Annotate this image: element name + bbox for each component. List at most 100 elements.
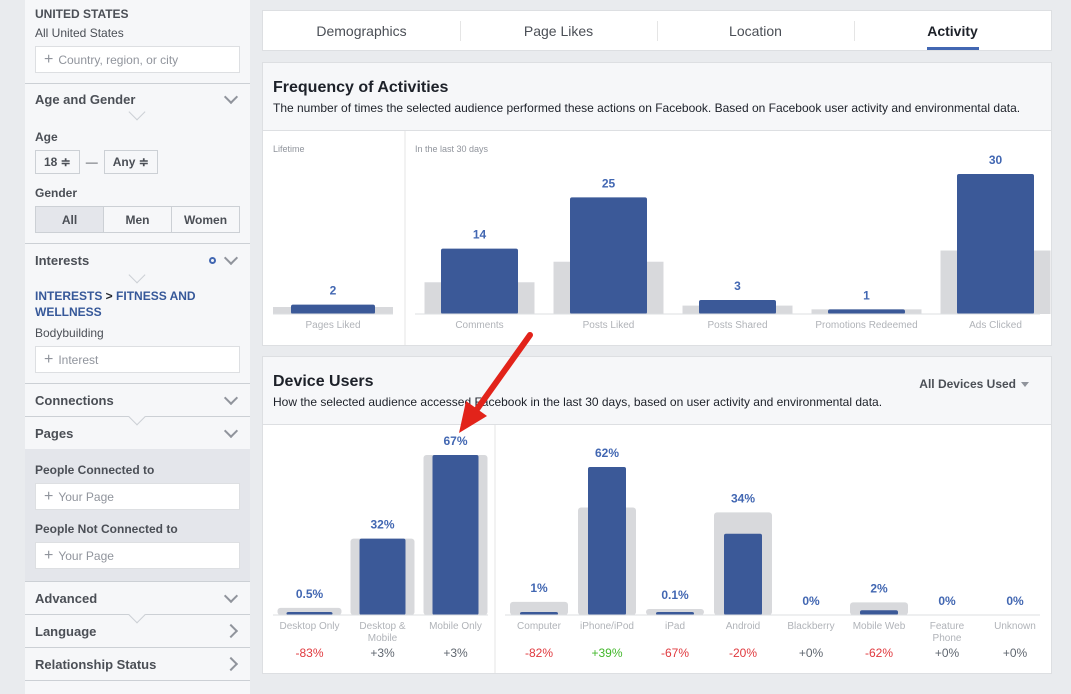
interest-item: Bodybuilding bbox=[35, 326, 104, 340]
value-bar bbox=[291, 304, 375, 314]
chevron-down-icon bbox=[223, 390, 239, 405]
age-label: Age bbox=[35, 130, 58, 144]
frequency-description: The number of times the selected audienc… bbox=[273, 101, 1021, 115]
chevron-down-icon bbox=[223, 423, 239, 438]
diff-label: -83% bbox=[295, 646, 323, 660]
age-gender-header[interactable]: Age and Gender bbox=[25, 84, 250, 114]
people-connected-label: People Connected to bbox=[35, 463, 155, 477]
info-dot-icon[interactable] bbox=[209, 256, 216, 264]
category-label: Phone bbox=[933, 633, 962, 644]
interests-section: Interests INTERESTS > FITNESS AND WELLNE… bbox=[25, 244, 250, 384]
age-min-select[interactable]: 18 ≑ bbox=[35, 150, 80, 174]
baseline-bar bbox=[510, 601, 568, 615]
diff-label: -67% bbox=[661, 646, 689, 660]
value-label: 30 bbox=[989, 153, 1003, 167]
gender-men-button[interactable]: Men bbox=[104, 207, 172, 232]
gender-women-button[interactable]: Women bbox=[172, 207, 239, 232]
caret-down-icon bbox=[1021, 382, 1029, 388]
value-label: 25 bbox=[602, 176, 616, 190]
value-label: 0% bbox=[802, 594, 820, 608]
value-bar bbox=[432, 455, 479, 615]
category-label: Desktop Only bbox=[279, 621, 339, 632]
location-country: UNITED STATES bbox=[35, 7, 129, 21]
diff-label: -82% bbox=[525, 646, 553, 660]
value-label: 62% bbox=[595, 446, 619, 460]
tab-location[interactable]: Location bbox=[657, 11, 854, 50]
category-label: Posts Liked bbox=[583, 320, 635, 331]
frequency-title: Frequency of Activities bbox=[273, 79, 449, 96]
language-header[interactable]: Language bbox=[25, 615, 250, 647]
value-bar bbox=[520, 612, 558, 615]
value-bar bbox=[570, 197, 647, 314]
category-label: Pages Liked bbox=[305, 320, 360, 331]
interest-path[interactable]: INTERESTS > FITNESS AND WELLNESS bbox=[35, 289, 196, 319]
category-label: Feature bbox=[930, 621, 965, 632]
diff-label: +0% bbox=[935, 646, 960, 660]
not-connected-page-input[interactable]: + Your Page bbox=[35, 542, 240, 569]
category-label: Mobile Web bbox=[853, 621, 906, 632]
value-label: 0.5% bbox=[296, 587, 324, 601]
diff-label: +3% bbox=[370, 646, 395, 660]
advanced-header[interactable]: Advanced bbox=[25, 582, 250, 614]
plus-icon: + bbox=[44, 546, 54, 564]
gender-toggle: All Men Women bbox=[35, 206, 240, 233]
insights-tabs: Demographics Page Likes Location Activit… bbox=[262, 10, 1052, 51]
category-label: Unknown bbox=[994, 621, 1036, 632]
category-label: iPad bbox=[665, 621, 685, 632]
value-bar bbox=[860, 610, 898, 615]
category-label: Posts Shared bbox=[707, 320, 767, 331]
value-label: 14 bbox=[473, 228, 487, 242]
device-chart: 0.5% Desktop Only -83% 32% Desktop &Mobile +3… bbox=[273, 425, 1040, 673]
diff-label: +0% bbox=[799, 646, 824, 660]
gender-label: Gender bbox=[35, 186, 78, 200]
tab-demographics[interactable]: Demographics bbox=[316, 22, 407, 39]
gender-all-button[interactable]: All bbox=[36, 207, 104, 232]
chevron-right-icon bbox=[223, 623, 239, 639]
value-bar bbox=[957, 174, 1034, 314]
value-label: 2 bbox=[330, 284, 337, 298]
location-scope: All United States bbox=[35, 26, 124, 40]
value-bar bbox=[724, 533, 762, 615]
diff-label: -62% bbox=[865, 646, 893, 660]
chevron-down-icon bbox=[223, 89, 239, 104]
value-bar bbox=[699, 300, 776, 314]
diff-label: +0% bbox=[1003, 646, 1028, 660]
advanced-section: Advanced bbox=[25, 582, 250, 624]
category-label: Ads Clicked bbox=[969, 320, 1022, 331]
device-header: Device Users How the selected audience a… bbox=[263, 357, 1051, 425]
value-bar bbox=[588, 466, 626, 615]
age-gender-section: Age and Gender Age 18 ≑ — Any ≑ Gender A… bbox=[25, 84, 250, 244]
interest-input[interactable]: + Interest bbox=[35, 346, 240, 373]
relationship-header[interactable]: Relationship Status bbox=[25, 648, 250, 680]
value-label: 67% bbox=[443, 434, 467, 448]
category-label: Blackberry bbox=[787, 621, 834, 632]
interests-header[interactable]: Interests bbox=[25, 244, 250, 276]
device-users-panel: Device Users How the selected audience a… bbox=[262, 356, 1052, 674]
tab-page-likes[interactable]: Page Likes bbox=[460, 11, 657, 50]
value-label: 0% bbox=[938, 594, 956, 608]
chevron-down-icon bbox=[223, 250, 239, 265]
connected-page-input[interactable]: + Your Page bbox=[35, 483, 240, 510]
value-label: 0% bbox=[1006, 594, 1024, 608]
value-bar bbox=[359, 538, 406, 615]
targeting-sidebar: UNITED STATES All United States + Countr… bbox=[25, 0, 250, 694]
relationship-section: Relationship Status bbox=[25, 648, 250, 681]
pages-header[interactable]: Pages bbox=[25, 417, 250, 449]
value-bar bbox=[286, 612, 333, 615]
category-label: Computer bbox=[517, 621, 562, 632]
value-label: 1% bbox=[530, 581, 548, 595]
location-input[interactable]: + Country, region, or city bbox=[35, 46, 240, 73]
value-label: 3 bbox=[734, 279, 741, 293]
frequency-header: Frequency of Activities The number of ti… bbox=[263, 63, 1051, 131]
connections-header[interactable]: Connections bbox=[25, 384, 250, 416]
value-bar bbox=[656, 612, 694, 615]
value-label: 34% bbox=[731, 491, 755, 505]
category-label: Desktop & bbox=[359, 621, 405, 632]
value-label: 0.1% bbox=[661, 588, 689, 602]
devices-dropdown[interactable]: All Devices Used bbox=[919, 377, 1029, 391]
location-section: UNITED STATES All United States + Countr… bbox=[25, 0, 250, 84]
frequency-chart: Lifetime 2 Pages Liked In the last 30 days 1… bbox=[273, 131, 1051, 345]
tab-activity[interactable]: Activity bbox=[854, 11, 1051, 50]
age-max-select[interactable]: Any ≑ bbox=[103, 150, 158, 174]
value-label: 2% bbox=[870, 581, 888, 595]
